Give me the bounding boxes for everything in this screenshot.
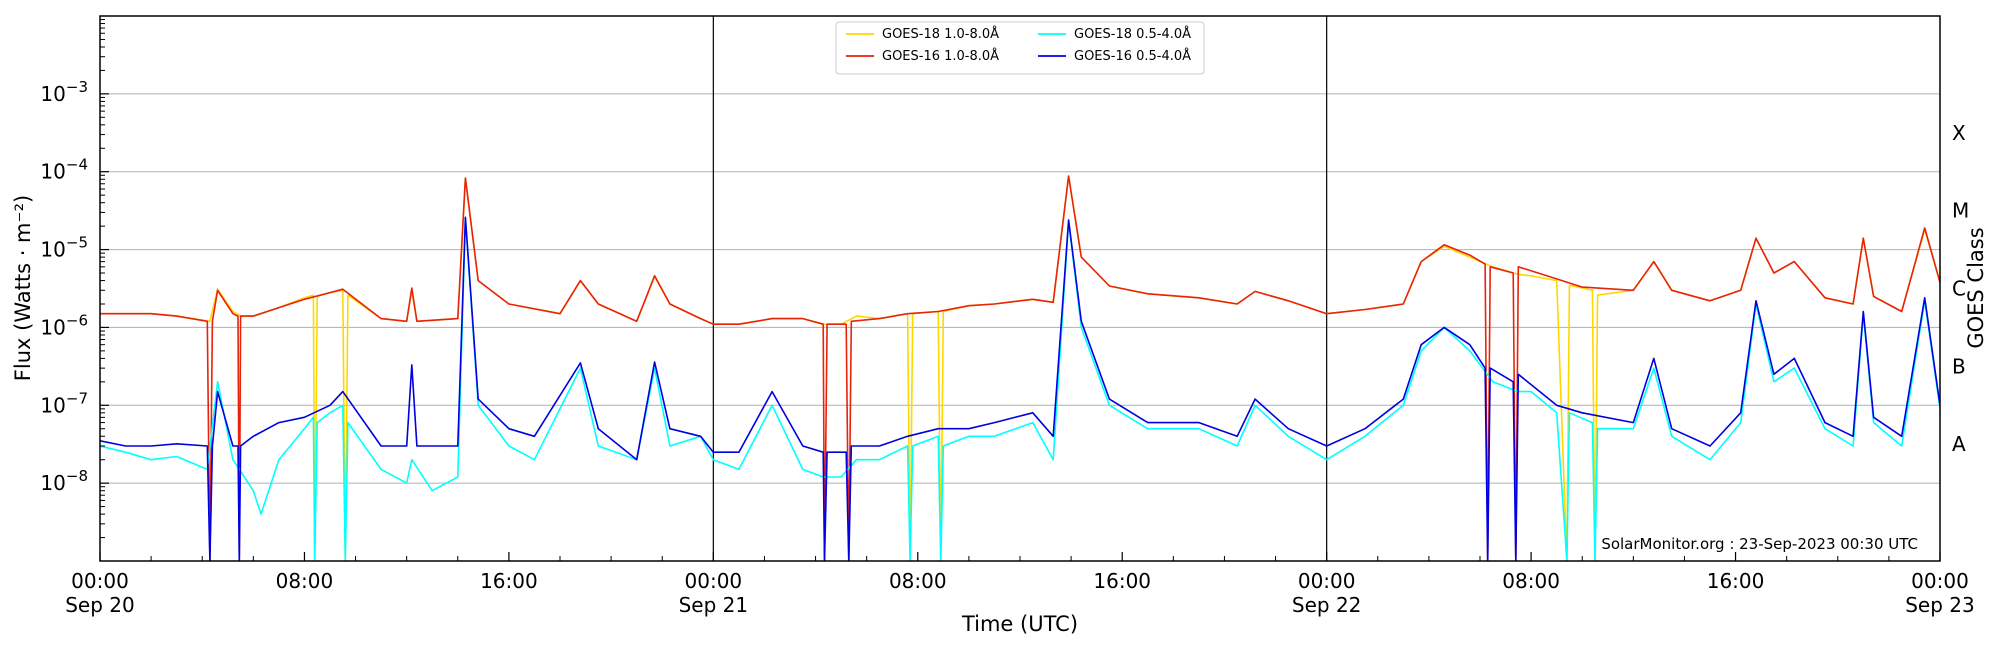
goes-class-label: B	[1952, 354, 1966, 378]
y-tick-label: 10−5	[40, 234, 88, 262]
series-line-4	[100, 216, 1940, 561]
credit-text: SolarMonitor.org : 23-Sep-2023 00:30 UTC	[1601, 535, 1918, 553]
y-tick-label: 10−4	[40, 156, 88, 184]
x-tick-label: 08:00	[276, 569, 334, 593]
legend-label: GOES-18 1.0-8.0Å	[882, 26, 999, 42]
x-axis-title: Time (UTC)	[961, 612, 1078, 636]
grid-lines	[100, 16, 1940, 561]
y-tick-label: 10−3	[40, 78, 88, 106]
x-tick-label: 00:00	[1298, 569, 1356, 593]
x-tick-label: 16:00	[1093, 569, 1151, 593]
x-tick-label: 00:00	[685, 569, 743, 593]
plot-area	[100, 16, 1940, 561]
x-tick-date-label: Sep 23	[1905, 593, 1975, 617]
legend: GOES-18 1.0-8.0Å GOES-16 1.0-8.0Å GOES-18 …	[835, 21, 1205, 75]
y-tick-label: 10−6	[40, 311, 88, 339]
goes-class-label: C	[1952, 277, 1966, 301]
series-lines	[100, 175, 1940, 561]
x-tick-label: 00:00	[1911, 569, 1969, 593]
y-axis-title: Flux (Watts · m⁻²)	[11, 195, 35, 381]
goes-class-label: X	[1952, 121, 1966, 145]
legend-label: GOES-16 1.0-8.0Å	[882, 48, 999, 64]
y2-axis-title: GOES Class	[1964, 227, 1988, 348]
goes-class-label: A	[1952, 432, 1966, 456]
x-tick-label: 00:00	[71, 569, 129, 593]
x-tick-date-label: Sep 20	[65, 593, 135, 617]
y-tick-label: 10−8	[40, 467, 88, 495]
series-line-3	[100, 217, 1940, 561]
y-axis-ticks: 10−8 10−7 10−6 10−5 10−4 10−3	[40, 19, 109, 539]
goes-class-label: M	[1952, 199, 1969, 223]
x-tick-label: 16:00	[480, 569, 538, 593]
x-tick-label: 08:00	[1502, 569, 1560, 593]
x-tick-date-label: Sep 22	[1292, 593, 1362, 617]
x-tick-date-label: Sep 21	[679, 593, 749, 617]
goes-class-ticks: A B C M X	[1952, 121, 1969, 456]
legend-frame	[835, 21, 1205, 75]
x-tick-label: 16:00	[1707, 569, 1765, 593]
x-tick-label: 08:00	[889, 569, 947, 593]
y-tick-label: 10−7	[40, 389, 88, 417]
series-line-2	[100, 175, 1940, 561]
legend-label: GOES-16 0.5-4.0Å	[1074, 48, 1191, 64]
legend-label: GOES-18 0.5-4.0Å	[1074, 26, 1191, 42]
